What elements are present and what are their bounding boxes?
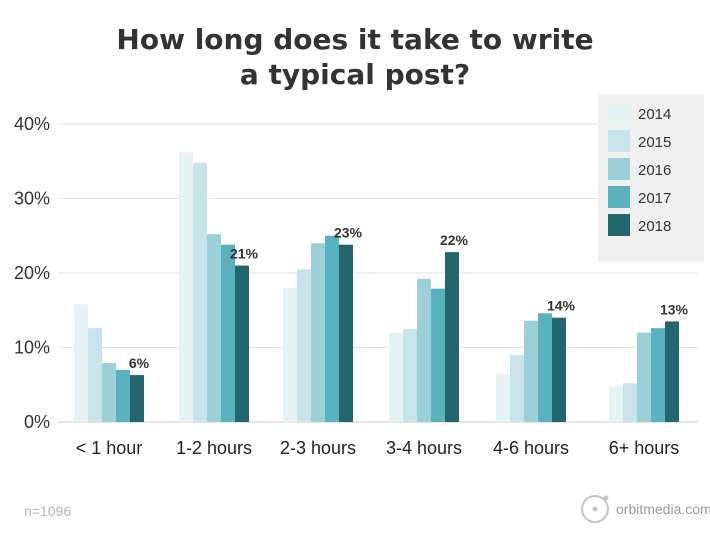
y-tick-label: 20%	[14, 263, 50, 283]
data-label: 6%	[129, 355, 150, 371]
legend-label: 2015	[638, 134, 671, 151]
bar-2015	[193, 162, 207, 423]
data-label: 13%	[660, 301, 689, 317]
data-label: 21%	[230, 246, 259, 262]
x-tick-label: 2-3 hours	[280, 438, 356, 458]
legend-label: 2017	[638, 190, 671, 207]
bar-2014	[74, 304, 88, 422]
data-label: 14%	[547, 298, 576, 314]
bar-2018	[235, 265, 249, 422]
legend-label: 2016	[638, 162, 671, 179]
y-tick-label: 40%	[14, 114, 50, 134]
x-tick-label: < 1 hour	[76, 438, 143, 458]
y-axis: 0% 10% 20% 30% 40%	[14, 114, 50, 432]
brand-name: orbitmedia.com	[616, 501, 710, 517]
bar-2014	[283, 287, 297, 422]
bar-2017	[431, 288, 445, 422]
legend-label: 2014	[638, 106, 671, 123]
bar-2018	[665, 321, 679, 422]
x-axis: < 1 hour 1-2 hours 2-3 hours 3-4 hours 4-6 h…	[76, 438, 680, 458]
chart-title-line: How long does it take to write	[116, 23, 593, 56]
bar-2015	[403, 328, 417, 422]
gridlines	[58, 123, 698, 423]
bar-2015	[297, 269, 311, 422]
bar-2015	[88, 328, 102, 422]
bar-2016	[637, 332, 651, 422]
legend-label: 2018	[638, 218, 671, 235]
bar-2017	[538, 313, 552, 422]
chart-title-line: a typical post?	[240, 58, 470, 91]
bar-2016	[102, 363, 116, 422]
bar-2014	[609, 386, 623, 422]
x-tick-label: 3-4 hours	[386, 438, 462, 458]
bar-2015	[510, 354, 524, 422]
bar-2014	[179, 152, 193, 422]
bar-2017	[651, 328, 665, 422]
y-tick-label: 30%	[14, 189, 50, 209]
bar-2016	[207, 234, 221, 422]
legend: 2014 2015 2016 2017 2018	[598, 94, 704, 262]
bars	[74, 152, 679, 423]
bar-2018	[130, 375, 144, 422]
data-label: 23%	[334, 225, 363, 241]
bar-2016	[417, 278, 431, 422]
data-label: 22%	[440, 232, 469, 248]
y-tick-label: 0%	[24, 412, 50, 432]
bar-2016	[311, 243, 325, 422]
legend-swatch	[608, 186, 630, 208]
bar-2014	[389, 332, 403, 422]
orbit-logo-icon	[581, 495, 609, 523]
bar-2016	[524, 320, 538, 422]
bar-2018	[552, 317, 566, 422]
bar-2017	[221, 244, 235, 422]
bar-2018	[339, 244, 353, 422]
legend-swatch	[608, 158, 630, 180]
bar-2017	[116, 369, 130, 422]
x-tick-label: 4-6 hours	[493, 438, 569, 458]
legend-swatch	[608, 130, 630, 152]
legend-swatch	[608, 214, 630, 236]
data-labels: 6% 21% 23% 22% 14% 13%	[129, 225, 689, 371]
x-tick-label: 1-2 hours	[176, 438, 252, 458]
sample-size: n=1096	[24, 503, 71, 519]
bar-2018	[445, 252, 459, 422]
x-tick-label: 6+ hours	[609, 438, 680, 458]
bar-2017	[325, 235, 339, 422]
bar-2014	[496, 373, 510, 422]
legend-swatch	[608, 102, 630, 124]
y-tick-label: 10%	[14, 338, 50, 358]
bar-2015	[623, 383, 637, 422]
